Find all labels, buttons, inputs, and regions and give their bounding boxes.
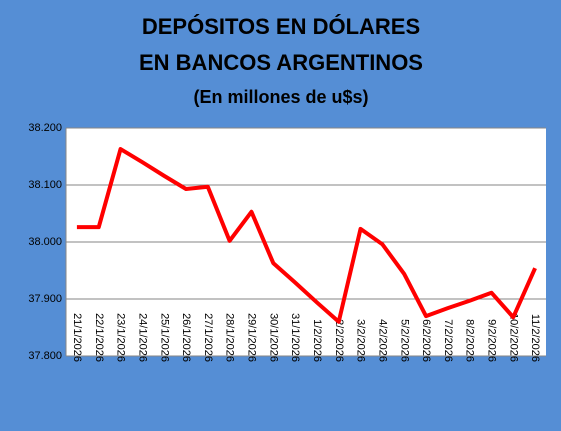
- y-tick-label: 37.800: [28, 350, 62, 362]
- x-tick-label: 10/2/2026: [507, 313, 519, 362]
- x-tick-label: 25/1/2026: [158, 313, 170, 362]
- x-tick-label: 7/2/2026: [442, 319, 454, 362]
- x-tick-label: 27/1/2026: [202, 313, 214, 362]
- x-tick-label: 4/2/2026: [376, 319, 388, 362]
- x-tick-label: 29/1/2026: [246, 313, 258, 362]
- x-tick-label: 28/1/2026: [224, 313, 236, 362]
- x-tick-label: 8/2/2026: [464, 319, 476, 362]
- x-tick-label: 26/1/2026: [180, 313, 192, 362]
- chart-title: DEPÓSITOS EN DÓLARES: [142, 14, 420, 39]
- x-tick-label: 6/2/2026: [420, 319, 432, 362]
- x-tick-label: 24/1/2026: [136, 313, 148, 362]
- x-tick-label: 23/1/2026: [115, 313, 127, 362]
- chart-subtitle: (En millones de u$s): [193, 87, 368, 107]
- chart-title: EN BANCOS ARGENTINOS: [139, 50, 423, 75]
- x-tick-label: 2/2/2026: [333, 319, 345, 362]
- x-tick-label: 9/2/2026: [486, 319, 498, 362]
- x-tick-label: 1/2/2026: [311, 319, 323, 362]
- x-tick-label: 11/2/2026: [529, 314, 541, 362]
- data-line: [76, 147, 537, 324]
- x-tick-label: 30/1/2026: [267, 313, 279, 362]
- y-tick-label: 38.000: [28, 236, 62, 248]
- x-tick-label: 3/2/2026: [355, 319, 367, 362]
- y-tick-label: 37.900: [28, 293, 62, 305]
- x-tick-label: 22/1/2026: [93, 313, 105, 362]
- x-tick-label: 5/2/2026: [398, 319, 410, 362]
- y-tick-label: 38.100: [28, 179, 62, 191]
- x-tick-label: 21/1/2026: [71, 313, 83, 362]
- x-tick-label: 31/1/2026: [289, 313, 301, 362]
- y-tick-label: 38.200: [28, 122, 62, 134]
